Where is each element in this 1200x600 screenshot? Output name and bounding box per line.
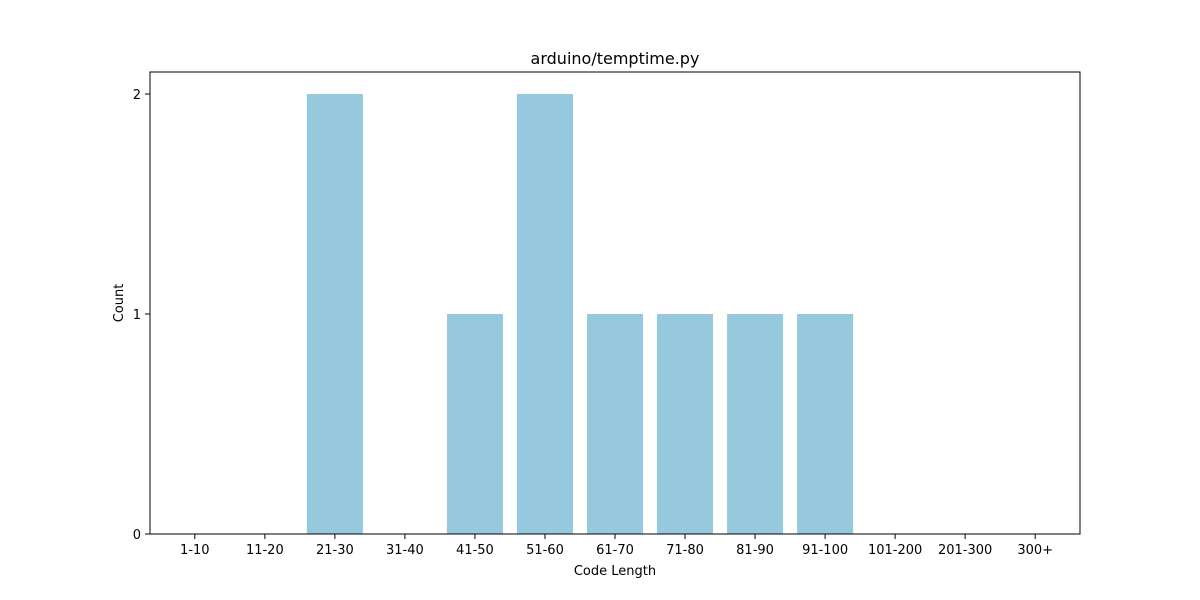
x-tick-label: 21-30 [316, 543, 354, 558]
bar-81-90 [727, 314, 784, 534]
x-tick-label: 81-90 [736, 543, 774, 558]
x-tick-label: 11-20 [246, 543, 284, 558]
bar-61-70 [586, 314, 644, 534]
y-tick-label: 2 [133, 88, 141, 103]
plot-frame [149, 71, 1081, 535]
x-tick-label: 101-200 [868, 543, 922, 558]
x-tick-label: 201-300 [938, 543, 992, 558]
x-tick-label: 300+ [1017, 543, 1053, 558]
bar-41-50 [446, 314, 503, 534]
x-tick-label: 61-70 [596, 543, 634, 558]
bars [306, 94, 854, 534]
x-tick-label: 1-10 [180, 543, 210, 558]
y-axis-ticks: 0 1 2 [133, 88, 150, 543]
bar-21-30 [306, 94, 363, 534]
x-tick-label: 41-50 [456, 543, 494, 558]
x-tick-label: 91-100 [802, 543, 848, 558]
x-axis-ticks: 1-10 11-20 21-30 31-40 41-50 51-60 61-70 71-80 8… [180, 534, 1053, 558]
y-tick-label: 0 [133, 528, 141, 543]
x-tick-label: 51-60 [526, 543, 564, 558]
bar-71-80 [657, 314, 714, 534]
chart-title: arduino/temptime.py [531, 49, 700, 68]
x-tick-label: 31-40 [386, 543, 424, 558]
x-tick-label: 71-80 [666, 543, 704, 558]
y-axis-label: Count [112, 284, 127, 323]
x-axis-label: Code Length [574, 564, 656, 579]
y-tick-label: 1 [133, 308, 141, 323]
bar-51-60 [516, 94, 573, 534]
bar-91-100 [797, 314, 854, 534]
